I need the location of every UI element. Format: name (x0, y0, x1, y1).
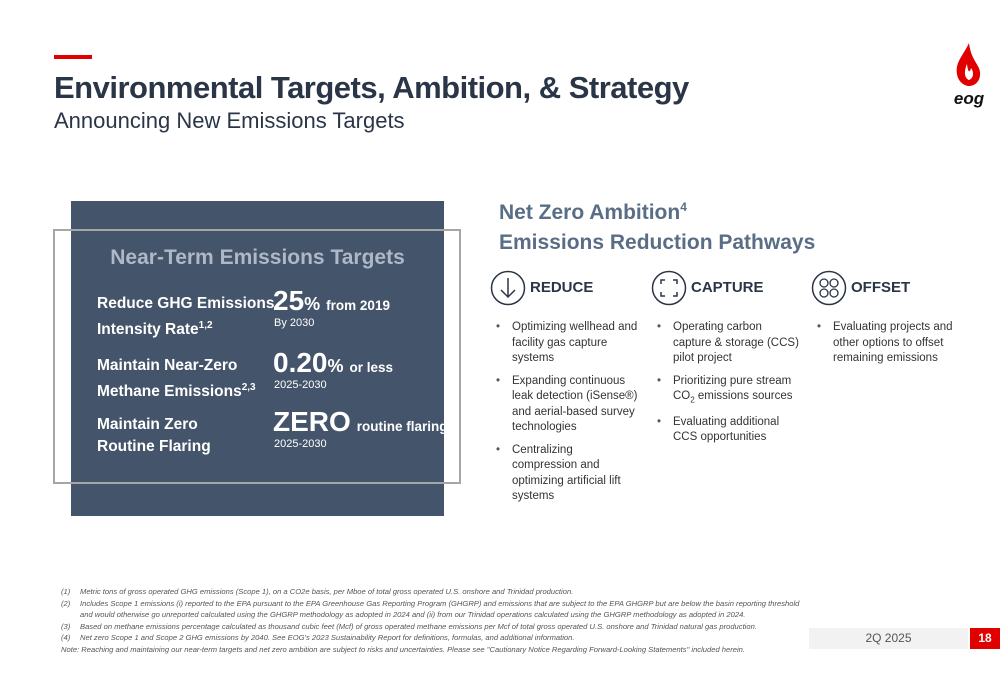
footnote: (4) Net zero Scope 1 and Scope 2 GHG emis… (61, 632, 801, 644)
target-label: Maintain Near-Zero Methane Emissions2,3 (97, 355, 256, 403)
pathway-heading: OFFSET (851, 279, 911, 296)
bullet: Centralizing compression and optimizing … (490, 443, 640, 505)
bullet-text: emissions sources (694, 390, 793, 402)
footnote-marker: (1) (61, 587, 71, 596)
logo: eog (954, 43, 985, 108)
footnote-marker: (4) (61, 633, 71, 642)
disclaimer: Note: Reaching and maintaining our near-… (61, 644, 746, 654)
ambition-title-text: Net Zero Ambition (499, 201, 681, 224)
bullet-list: Operating carbon capture & storage (CCS)… (651, 320, 801, 453)
panel-frame (53, 229, 461, 484)
bullet: Evaluating additional CCS opportunities (651, 415, 801, 446)
bullet: Optimizing wellhead and facility gas cap… (490, 320, 640, 367)
ambition-title: Net Zero Ambition4 (499, 200, 687, 225)
footnotes: (1) Metric tons of gross operated GHG emi… (61, 586, 801, 655)
subtitle: Announcing New Emissions Targets (54, 108, 405, 133)
unit: % (304, 294, 321, 314)
big-value: ZERO (273, 406, 351, 437)
target-value: 0.20% or less (273, 347, 393, 379)
footer-date: 2Q 2025 (809, 628, 968, 649)
footnote: (2) Includes Scope 1 emissions (i) report… (61, 598, 801, 621)
qualifier: from 2019 (326, 298, 390, 313)
target-label: Reduce GHG Emissions Intensity Rate1,2 (97, 293, 274, 341)
page-number: 18 (970, 628, 1000, 649)
unit: % (327, 356, 344, 376)
pathway-icon (490, 270, 526, 306)
pathway-heading: REDUCE (530, 279, 594, 296)
footnote-ref: 1,2 (198, 320, 213, 331)
target-label: Maintain Zero Routine Flaring (97, 414, 211, 458)
footnote-marker: (2) (61, 598, 71, 608)
target-period: By 2030 (274, 317, 315, 329)
label-line: Intensity Rate (97, 321, 199, 339)
footnote-text: Based on methane emissions percentage ca… (80, 621, 757, 631)
big-value: 25 (273, 285, 305, 316)
bullet: Evaluating projects and other options to… (811, 320, 961, 367)
footnote: (1) Metric tons of gross operated GHG emi… (61, 586, 801, 598)
label-line: Methane Emissions (97, 383, 242, 401)
big-value: 0.20 (273, 347, 328, 378)
footnote: (3) Based on methane emissions percentage… (61, 621, 801, 633)
label-line: Reduce GHG Emissions (97, 295, 275, 312)
bullet: Expanding continuous leak detection (iSe… (490, 374, 640, 436)
target-value: ZERO routine flaring (273, 406, 448, 438)
label-line: Maintain Near-Zero (97, 357, 238, 374)
qualifier: or less (349, 360, 394, 375)
logo-text: eog (954, 89, 985, 108)
footnote-text: Metric tons of gross operated GHG emissi… (80, 587, 574, 596)
footnote-ref: 2,3 (241, 382, 256, 393)
pathway-heading: CAPTURE (691, 279, 764, 296)
accent-bar (54, 55, 92, 59)
footnote-text: Includes Scope 1 emissions (i) reported … (80, 598, 800, 620)
footnote-marker: (3) (61, 621, 71, 631)
footnote-ref: 4 (680, 200, 687, 214)
pathway-icon (811, 270, 847, 306)
title: Environmental Targets, Ambition, & Strat… (54, 70, 689, 105)
target-value: 25% from 2019 (273, 285, 390, 317)
subscript: 2 (690, 395, 695, 405)
label-line: Routine Flaring (97, 438, 211, 455)
bullet-list: Optimizing wellhead and facility gas cap… (490, 320, 640, 512)
label-line: Maintain Zero (97, 416, 198, 433)
bullet-text: Prioritizing pure stream CO (673, 374, 792, 403)
targets-panel (71, 201, 444, 516)
bullet: Prioritizing pure stream CO2 emissions s… (651, 374, 801, 408)
targets-heading: Near-Term Emissions Targets (110, 246, 405, 269)
target-period: 2025-2030 (274, 438, 327, 450)
bullet: Operating carbon capture & storage (CCS)… (651, 320, 801, 367)
target-period: 2025-2030 (274, 379, 327, 391)
ambition-subtitle: Emissions Reduction Pathways (499, 231, 816, 254)
qualifier: routine flaring (356, 419, 448, 434)
footnote-text: Net zero Scope 1 and Scope 2 GHG emissio… (80, 633, 575, 642)
pathway-icon (651, 270, 687, 306)
bullet-list: Evaluating projects and other options to… (811, 320, 961, 374)
